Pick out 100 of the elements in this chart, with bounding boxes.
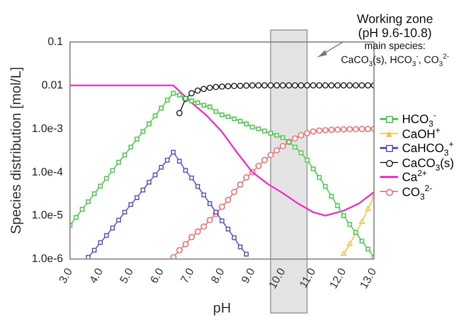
point	[346, 126, 353, 132]
point	[352, 82, 359, 89]
point	[360, 238, 364, 244]
y-tick-label: 0.1	[48, 36, 63, 48]
point	[98, 240, 103, 245]
point	[298, 150, 304, 156]
point	[158, 106, 164, 110]
point	[358, 126, 365, 132]
point	[322, 127, 328, 134]
point	[188, 90, 195, 96]
point	[231, 82, 238, 90]
point	[195, 184, 200, 189]
y-axis-title: Species distribution [mol/L]	[7, 66, 24, 234]
x-tick-label: 8.0	[209, 266, 228, 286]
point	[243, 174, 250, 181]
point	[268, 82, 274, 89]
point	[365, 206, 371, 212]
point	[164, 158, 170, 162]
y-tick-label: 1.0e-4	[32, 166, 63, 178]
point	[274, 132, 280, 138]
point	[74, 215, 78, 220]
point	[152, 172, 158, 178]
point	[304, 82, 310, 89]
point	[237, 181, 244, 188]
point	[182, 241, 189, 248]
point	[134, 136, 140, 142]
point	[316, 175, 322, 180]
point	[340, 82, 347, 89]
point	[226, 226, 230, 232]
point	[212, 84, 220, 90]
point	[310, 82, 316, 89]
y-tick-label: 0.01	[42, 79, 63, 92]
point	[177, 92, 182, 98]
point	[116, 160, 121, 165]
point	[244, 252, 249, 256]
point	[255, 162, 262, 169]
point	[329, 194, 334, 199]
point	[171, 150, 176, 154]
point	[104, 176, 109, 181]
x-tick-label: 5.0	[118, 266, 136, 286]
x-tick-label: 9.0	[240, 266, 258, 286]
point	[231, 188, 238, 196]
point	[146, 122, 152, 126]
point	[340, 126, 347, 132]
point	[335, 203, 340, 208]
text: Working zone	[356, 12, 434, 26]
point	[268, 130, 273, 136]
y-tick-label: 1.0e-3	[32, 122, 63, 135]
point	[238, 244, 243, 250]
point	[237, 82, 244, 89]
point	[304, 130, 310, 136]
legend-label: Ca$^{2+}$	[402, 168, 427, 184]
y-tick-label: 1.0e-6	[32, 253, 63, 266]
point	[224, 83, 232, 90]
point	[214, 109, 218, 114]
y-tick-label: 1.0e-5	[32, 210, 63, 222]
point	[194, 87, 201, 94]
x-tick-label: 7.0	[178, 266, 197, 286]
point	[316, 82, 322, 89]
point	[280, 135, 286, 140]
point	[200, 223, 207, 230]
point	[238, 118, 243, 124]
point	[224, 196, 232, 204]
x-tick-label: 3.0	[57, 266, 76, 286]
point	[341, 213, 346, 218]
point	[256, 126, 261, 132]
point	[122, 210, 128, 215]
point	[359, 219, 365, 224]
point	[158, 164, 164, 170]
point	[310, 128, 316, 135]
point	[304, 158, 310, 162]
point	[128, 202, 134, 207]
point	[268, 152, 274, 158]
point	[274, 82, 280, 89]
point	[347, 222, 352, 227]
point	[176, 247, 183, 254]
point	[249, 82, 256, 89]
point	[280, 143, 286, 150]
point	[310, 166, 316, 172]
point	[92, 191, 97, 196]
point	[292, 82, 298, 89]
point	[98, 184, 103, 188]
point	[218, 204, 226, 210]
point	[207, 201, 212, 206]
point	[364, 82, 372, 89]
point	[206, 216, 213, 224]
point	[346, 241, 352, 246]
point	[134, 195, 140, 200]
point	[261, 82, 268, 89]
point	[323, 184, 328, 189]
point	[340, 251, 346, 256]
point	[316, 128, 322, 134]
point	[364, 126, 372, 132]
point	[188, 234, 195, 240]
point	[116, 218, 121, 222]
point	[261, 157, 268, 164]
point	[262, 128, 267, 134]
point	[201, 102, 206, 108]
point	[232, 116, 236, 122]
point	[366, 246, 370, 252]
